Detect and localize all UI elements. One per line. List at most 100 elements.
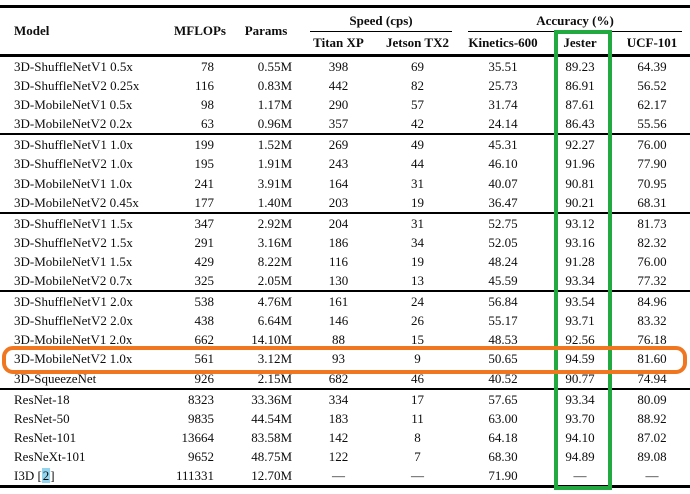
- jetson-tx2-cell: 15: [411, 332, 424, 348]
- jetson-tx2-cell: 46: [411, 370, 424, 386]
- titan-xp-cell: 442: [328, 78, 349, 94]
- params-cell: 33.36M: [251, 391, 292, 407]
- params-cell: 14.10M: [251, 332, 292, 348]
- ucf-101-cell: 62.17: [637, 97, 667, 113]
- jester-cell: 93.34: [565, 391, 595, 407]
- table-row: ResNeXt-101 9652 48.75M 122 7 68.30 94.89 89.08: [0, 447, 690, 466]
- header-mflops: MFLOPs: [174, 22, 226, 38]
- ucf-101-cell: 84.96: [637, 294, 667, 310]
- mflops-cell: 8323: [188, 391, 214, 407]
- model-cell: 3D-ShuffleNetV2 1.5x: [14, 234, 133, 250]
- mflops-cell: 538: [194, 294, 215, 310]
- params-cell: 6.64M: [257, 313, 292, 329]
- mflops-cell: 111331: [175, 467, 214, 483]
- jetson-tx2-cell: 17: [411, 391, 424, 407]
- params-cell: 3.91M: [257, 175, 292, 191]
- titan-xp-cell: 269: [328, 137, 349, 153]
- mflops-cell: 177: [194, 194, 215, 210]
- row-group-3: 3D-ShuffleNetV1 1.5x 347 2.92M 204 31 52.75 93…: [0, 212, 690, 291]
- table-row: ResNet-18 8323 33.36M 334 17 57.65 93.34 80.09: [0, 389, 690, 409]
- citation-link[interactable]: 2: [41, 467, 51, 483]
- model-cell: ResNeXt-101: [14, 448, 86, 464]
- mflops-cell: 13664: [181, 429, 215, 445]
- jetson-tx2-cell: 31: [411, 175, 424, 191]
- params-cell: 1.17M: [257, 97, 292, 113]
- ucf-101-cell: 87.02: [637, 429, 667, 445]
- kinetics-600-cell: 45.59: [488, 273, 518, 289]
- titan-xp-cell: 142: [328, 429, 349, 445]
- kinetics-600-cell: 71.90: [488, 467, 518, 483]
- titan-xp-cell: 130: [328, 273, 349, 289]
- kinetics-600-cell: 52.75: [488, 215, 518, 231]
- jester-cell: 93.12: [565, 215, 595, 231]
- titan-xp-cell: 290: [328, 97, 349, 113]
- table-row: 3D-MobileNetV2 1.0x 561 3.12M 93 9 50.65 94.59…: [0, 349, 690, 368]
- jetson-tx2-cell: 9: [414, 351, 421, 367]
- jetson-tx2-cell: 82: [411, 78, 424, 94]
- titan-xp-cell: 682: [328, 370, 349, 386]
- titan-xp-cell: 203: [328, 194, 349, 210]
- titan-xp-cell: 334: [328, 391, 349, 407]
- params-cell: 48.75M: [251, 448, 292, 464]
- table-row: ResNet-101 13664 83.58M 142 8 64.18 94.10 87.02: [0, 428, 690, 447]
- table-row: 3D-ShuffleNetV2 2.0x 438 6.64M 146 26 55.17 93…: [0, 311, 690, 330]
- ucf-101-cell: 76.00: [637, 137, 667, 153]
- jetson-tx2-cell: 69: [411, 59, 424, 74]
- ucf-101-cell: 70.95: [637, 175, 667, 191]
- jetson-tx2-cell: 57: [411, 97, 424, 113]
- mflops-cell: 78: [201, 59, 214, 74]
- kinetics-600-cell: 48.53: [488, 332, 518, 348]
- ucf-101-cell: —: [645, 467, 659, 483]
- kinetics-600-cell: 31.74: [488, 97, 518, 113]
- jetson-tx2-cell: 19: [411, 194, 424, 210]
- params-cell: 0.55M: [257, 59, 292, 74]
- titan-xp-cell: 116: [328, 253, 349, 269]
- model-cell: 3D-MobileNetV2 0.7x: [14, 273, 133, 289]
- mflops-cell: 241: [194, 175, 215, 191]
- ucf-101-cell: 55.56: [637, 116, 667, 132]
- model-cell: 3D-SqueezeNet: [14, 370, 97, 386]
- params-cell: 1.91M: [257, 156, 292, 172]
- kinetics-600-cell: 63.00: [488, 410, 518, 426]
- mflops-cell: 438: [194, 313, 215, 329]
- params-cell: 12.70M: [251, 467, 292, 483]
- mflops-cell: 325: [194, 273, 215, 289]
- model-cell: 3D-MobileNetV1 2.0x: [14, 332, 133, 348]
- header-speed-label: Speed (cps): [349, 12, 413, 28]
- jetson-tx2-cell: 49: [411, 137, 424, 153]
- model-cell: 3D-MobileNetV1 0.5x: [14, 97, 133, 113]
- model-cell: I3D [2]: [14, 467, 55, 483]
- titan-xp-cell: 146: [328, 313, 349, 329]
- model-cell: ResNet-101: [14, 429, 77, 445]
- jester-cell: 86.91: [565, 78, 595, 94]
- kinetics-600-cell: 48.24: [488, 253, 518, 269]
- jester-cell: 91.28: [565, 253, 595, 269]
- table-row: 3D-MobileNetV1 0.5x 98 1.17M 290 57 31.74 87.6…: [0, 95, 690, 114]
- model-cell: 3D-MobileNetV1 1.5x: [14, 253, 133, 269]
- params-cell: 2.05M: [257, 273, 292, 289]
- table-row: I3D [2] 111331 12.70M — — 71.90 — —: [0, 466, 690, 487]
- table-row: ResNet-50 9835 44.54M 183 11 63.00 93.70 88.92: [0, 409, 690, 428]
- table-row: 3D-SqueezeNet 926 2.15M 682 46 40.52 90.77 74.9…: [0, 369, 690, 389]
- jester-cell: 92.56: [565, 332, 595, 348]
- ucf-101-cell: 88.92: [637, 410, 667, 426]
- row-group-4: 3D-ShuffleNetV1 2.0x 538 4.76M 161 24 56.84 93…: [0, 291, 690, 388]
- titan-xp-cell: 357: [328, 116, 349, 132]
- model-cell: 3D-MobileNetV2 1.0x: [14, 351, 133, 367]
- ucf-101-cell: 76.00: [637, 253, 667, 269]
- header-kinetics-600: Kinetics-600: [468, 34, 538, 50]
- mflops-cell: 291: [194, 234, 215, 250]
- jetson-tx2-cell: 7: [414, 448, 421, 464]
- kinetics-600-cell: 40.52: [488, 370, 518, 386]
- jetson-tx2-cell: 24: [411, 294, 424, 310]
- header-group-speed: Speed (cps): [302, 7, 460, 32]
- kinetics-600-cell: 50.65: [488, 351, 518, 367]
- jetson-tx2-cell: —: [411, 467, 424, 483]
- model-cell: ResNet-50: [14, 410, 70, 426]
- jester-cell: 90.77: [565, 370, 595, 386]
- header-model: Model: [14, 22, 50, 38]
- mflops-cell: 195: [194, 156, 215, 172]
- mflops-cell: 926: [194, 370, 215, 386]
- ucf-101-cell: 76.18: [637, 332, 667, 348]
- table-row: 3D-MobileNetV2 0.7x 325 2.05M 130 13 45.59 93.…: [0, 271, 690, 291]
